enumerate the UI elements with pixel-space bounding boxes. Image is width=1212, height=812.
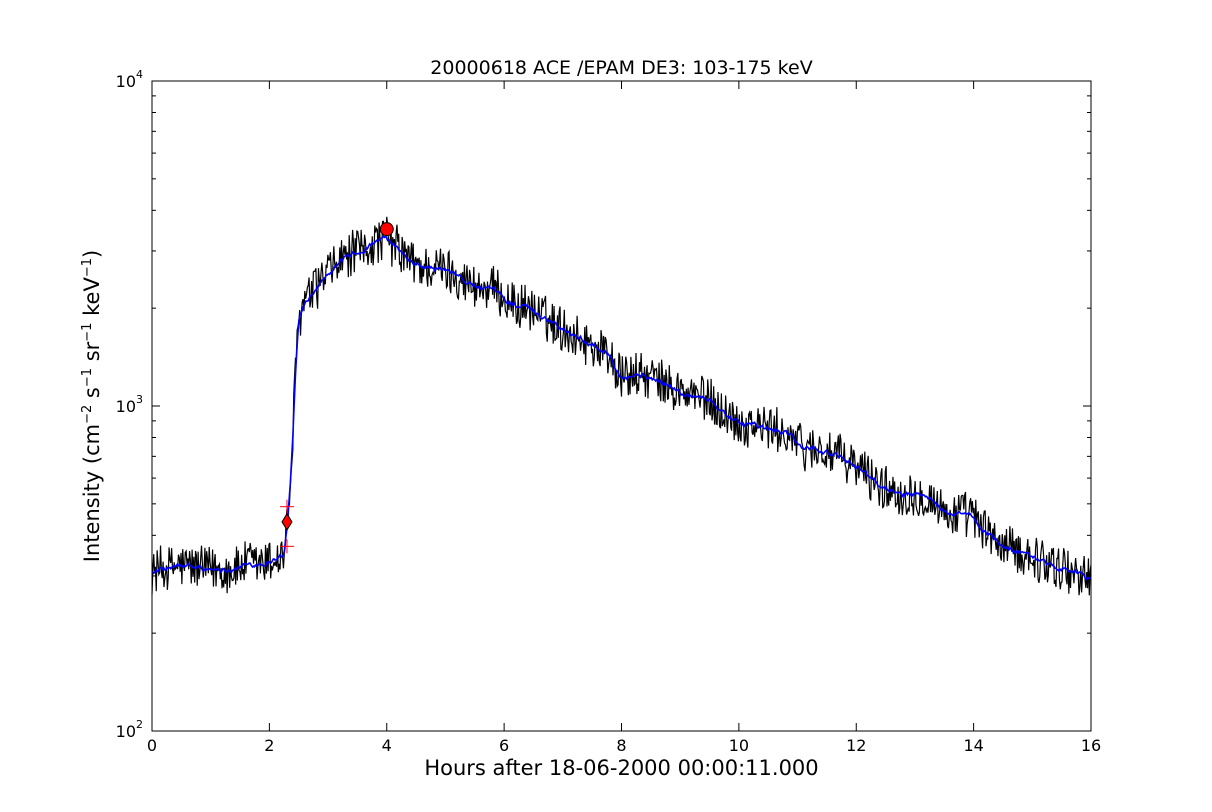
onset-error-marker: [279, 539, 294, 554]
x-axis-title: Hours after 18-06-2000 00:00:11.000: [424, 756, 818, 780]
tick-layer: 0 2 4 6 8 10 12 14 16 102 103 104: [116, 68, 1102, 755]
onset-marker: [281, 512, 293, 531]
x-tick-label: 2: [264, 736, 274, 755]
x-tick-label: 8: [616, 736, 626, 755]
series-line-smoothed: [151, 234, 1092, 581]
x-tick-label: 6: [499, 736, 509, 755]
series-layer: [151, 216, 1092, 596]
onset-error-marker: [279, 499, 294, 514]
chart-title: 20000618 ACE /EPAM DE3: 103-175 keV: [430, 57, 812, 79]
y-axis-title: Intensity (cm−2 s−1 sr−1 keV−1): [80, 250, 104, 562]
series-line-raw: [151, 216, 1092, 596]
y-tick-label: 104: [116, 68, 143, 91]
plot-frame: [151, 80, 1092, 732]
plot-area: [152, 81, 1091, 731]
peak-marker: [379, 222, 394, 237]
y-tick-label: 102: [116, 718, 143, 741]
x-tick-label: 12: [846, 736, 866, 755]
x-tick-label: 4: [382, 736, 392, 755]
marker-layer: [279, 222, 394, 554]
x-tick-label: 10: [729, 736, 749, 755]
x-tick-label: 0: [147, 736, 157, 755]
y-tick-label: 103: [116, 393, 143, 416]
x-tick-label: 14: [963, 736, 983, 755]
x-tick-label: 16: [1081, 736, 1101, 755]
